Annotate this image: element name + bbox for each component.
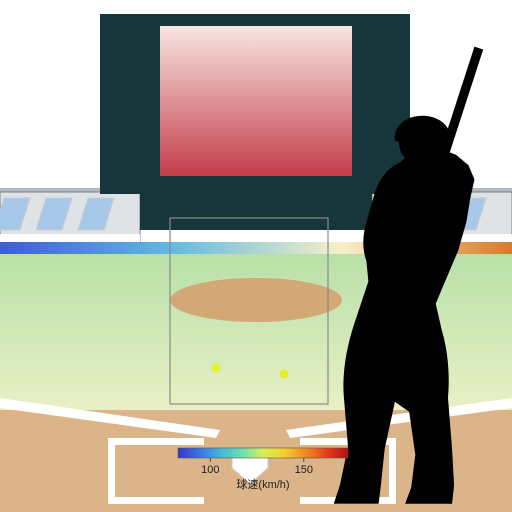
stands-facade bbox=[0, 234, 140, 242]
scoreboard-screen bbox=[160, 26, 352, 176]
legend-axis-label: 球速(km/h) bbox=[236, 477, 289, 491]
legend-colorbar bbox=[178, 448, 348, 458]
legend-tick-label: 100 bbox=[201, 464, 219, 476]
pitchers-mound bbox=[170, 278, 342, 322]
pitch-marker bbox=[280, 370, 289, 379]
pitch-location-chart: 100 150 球速(km/h) bbox=[0, 0, 512, 512]
scoreboard-base bbox=[140, 194, 372, 230]
legend-tick-label: 150 bbox=[295, 464, 313, 476]
pitch-marker bbox=[212, 364, 221, 373]
chart-svg: 100 150 球速(km/h) bbox=[0, 0, 512, 512]
